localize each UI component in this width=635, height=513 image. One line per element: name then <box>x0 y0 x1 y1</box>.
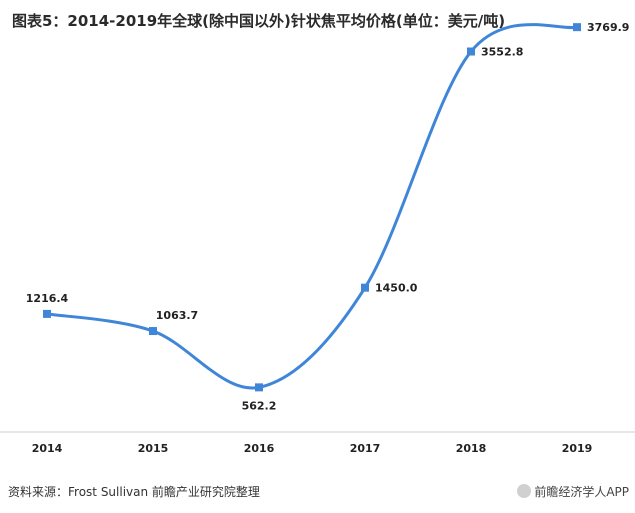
data-label-2018: 3552.8 <box>481 46 523 59</box>
data-label-2014: 1216.4 <box>26 292 69 305</box>
data-label-2019: 3769.9 <box>587 21 629 34</box>
data-point-2015 <box>149 327 157 336</box>
data-label-2016: 562.2 <box>242 399 277 412</box>
x-tick-label-2019: 2019 <box>562 442 593 455</box>
x-tick-label-2015: 2015 <box>138 442 169 455</box>
x-tick-labels: 2014 2015 2016 2017 2018 2019 <box>32 442 593 455</box>
data-label-2017: 1450.0 <box>375 282 418 295</box>
x-tick-label-2017: 2017 <box>350 442 381 455</box>
wechat-icon <box>517 484 532 498</box>
data-point-2017 <box>361 283 369 292</box>
x-tick-label-2018: 2018 <box>456 442 487 455</box>
brand-mark: 前瞻经济学人APP <box>517 483 629 500</box>
data-point-2014 <box>43 309 51 318</box>
brand-label: 前瞻经济学人APP <box>534 485 629 499</box>
series-line <box>46 23 578 390</box>
source-note: 资料来源：Frost Sullivan 前瞻产业研究院整理 <box>8 485 260 499</box>
chart-title: 图表5：2014-2019年全球(除中国以外)针状焦平均价格(单位：美元/吨) <box>12 12 506 30</box>
data-point-2019 <box>573 23 581 32</box>
x-tick-label-2014: 2014 <box>32 442 63 455</box>
data-point-2018 <box>467 47 475 56</box>
data-point-2016 <box>255 383 263 392</box>
x-tick-label-2016: 2016 <box>244 442 275 455</box>
data-labels: 1216.4 1063.7 562.2 1450.0 3552.8 3769.9 <box>26 21 630 412</box>
data-label-2015: 1063.7 <box>156 309 198 322</box>
series-group <box>43 23 581 392</box>
